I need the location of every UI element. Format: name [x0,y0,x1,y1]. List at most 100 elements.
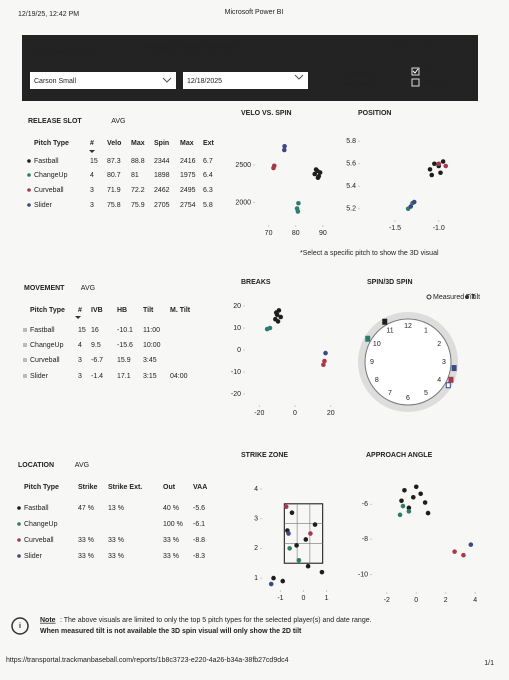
pitch-point[interactable] [317,170,323,175]
cell: 33 % [108,553,124,560]
pitch-point[interactable] [278,314,284,320]
tilt-mark [382,318,388,325]
x-tick-label: 0 [302,595,306,602]
clock-label: 4 [437,377,441,384]
cell: 33 % [78,553,94,560]
pitch-point[interactable] [295,209,301,214]
pitch-point[interactable] [411,199,417,205]
pitch-point[interactable] [280,578,286,584]
pitch-point[interactable] [303,537,309,542]
pitch-point[interactable] [413,484,419,490]
col-header: # [90,140,94,147]
section-title: APPROACH ANGLE [366,452,433,459]
pitch-point[interactable] [273,310,279,315]
x-tick-label: -2 [384,597,390,604]
pitch-point[interactable] [271,575,276,581]
y-tick-label: -10 [231,369,241,376]
pitch-point[interactable] [402,487,407,493]
pitch-icon [23,374,27,378]
pitch-point[interactable] [468,542,474,547]
pitch-point[interactable] [322,358,327,364]
note-line2: When measured tilt is not available the … [40,628,302,635]
pitch-point[interactable] [438,170,443,176]
x-tick-label: 0 [293,410,297,417]
cell: 71.9 [107,187,121,194]
col-header: Out [163,484,176,491]
pitch-point[interactable] [312,522,318,527]
x-tick-label: 90 [319,230,327,237]
pitch-point[interactable] [408,204,414,209]
pitch-point[interactable] [313,167,319,172]
pitch-point[interactable] [268,581,274,587]
cell: 1898 [154,172,170,179]
col-header: Max [180,140,194,147]
pitch-point[interactable] [296,557,302,563]
cell: 04:00 [170,373,188,380]
pitch-point[interactable] [406,509,412,514]
footer-page: 1/1 [484,660,494,667]
section-title: POSITION [358,110,391,117]
pitch-point[interactable] [411,494,416,500]
pitch-point[interactable] [400,503,406,509]
clock-label: 5 [424,390,428,397]
x-tick-label: 80 [292,230,300,237]
pitch-point[interactable] [321,362,326,368]
y-tick-label: 2 [254,545,258,552]
pitch-point[interactable] [440,159,446,164]
pitch-point[interactable] [315,175,321,181]
section-title: VELO VS. SPIN [241,110,292,117]
pitch-point[interactable] [397,512,403,518]
pitch-point[interactable] [323,350,328,356]
pitch-point[interactable] [283,504,289,510]
checkbox-live[interactable] [411,67,420,76]
pitch-point[interactable] [319,569,325,575]
pitch-point[interactable] [418,491,423,497]
pitch-point[interactable] [282,143,287,149]
date-dropdown[interactable] [183,72,308,89]
pitch-dot [27,188,31,192]
y-tick-label: 5.2 [346,206,356,213]
cell: 16 [91,327,99,334]
pitch-point[interactable] [461,552,466,558]
pitch-point[interactable] [422,500,428,505]
pitch-point[interactable] [271,163,277,169]
cell: -6.1 [193,521,205,528]
pitch-point[interactable] [308,531,313,536]
pitch-point[interactable] [287,546,292,551]
pitch-point[interactable] [443,163,449,169]
cell: Curveball [24,537,54,544]
pitch-point[interactable] [275,319,281,324]
pitch-point[interactable] [282,147,287,153]
pitch-point[interactable] [312,171,318,177]
cell: ChangeUp [34,172,68,179]
cell: -8.3 [193,553,205,560]
cell: 80.7 [107,172,121,179]
pitch-point[interactable] [305,563,311,569]
x-tick-label: 70 [265,230,273,237]
pitch-point[interactable] [267,325,273,331]
pitch-point[interactable] [289,510,295,516]
pitch-point[interactable] [406,505,412,511]
pitch-point[interactable] [296,200,301,206]
cell: -1.4 [91,373,103,380]
y-tick-label: 1 [254,575,258,582]
cell: 33 % [163,537,179,544]
y-tick-label: 5.4 [346,183,356,190]
pitch-point[interactable] [427,167,433,172]
cell: 13 % [108,505,124,512]
col-header: VAA [193,484,207,491]
player-dropdown[interactable] [30,72,176,89]
pitch-point[interactable] [294,543,299,548]
checkbox-warmup[interactable] [411,78,420,87]
pitch-point[interactable] [425,510,431,516]
section-title: RELEASE SLOT [28,118,82,125]
pitch-point[interactable] [429,172,435,178]
pitch-point[interactable] [432,161,437,167]
pitch-point[interactable] [286,531,291,536]
section-tag: AVG [111,118,125,125]
pitch-point[interactable] [399,498,404,504]
pitch-point[interactable] [452,549,457,554]
section-title: STRIKE ZONE [241,452,288,459]
pitch-point[interactable] [436,161,442,167]
